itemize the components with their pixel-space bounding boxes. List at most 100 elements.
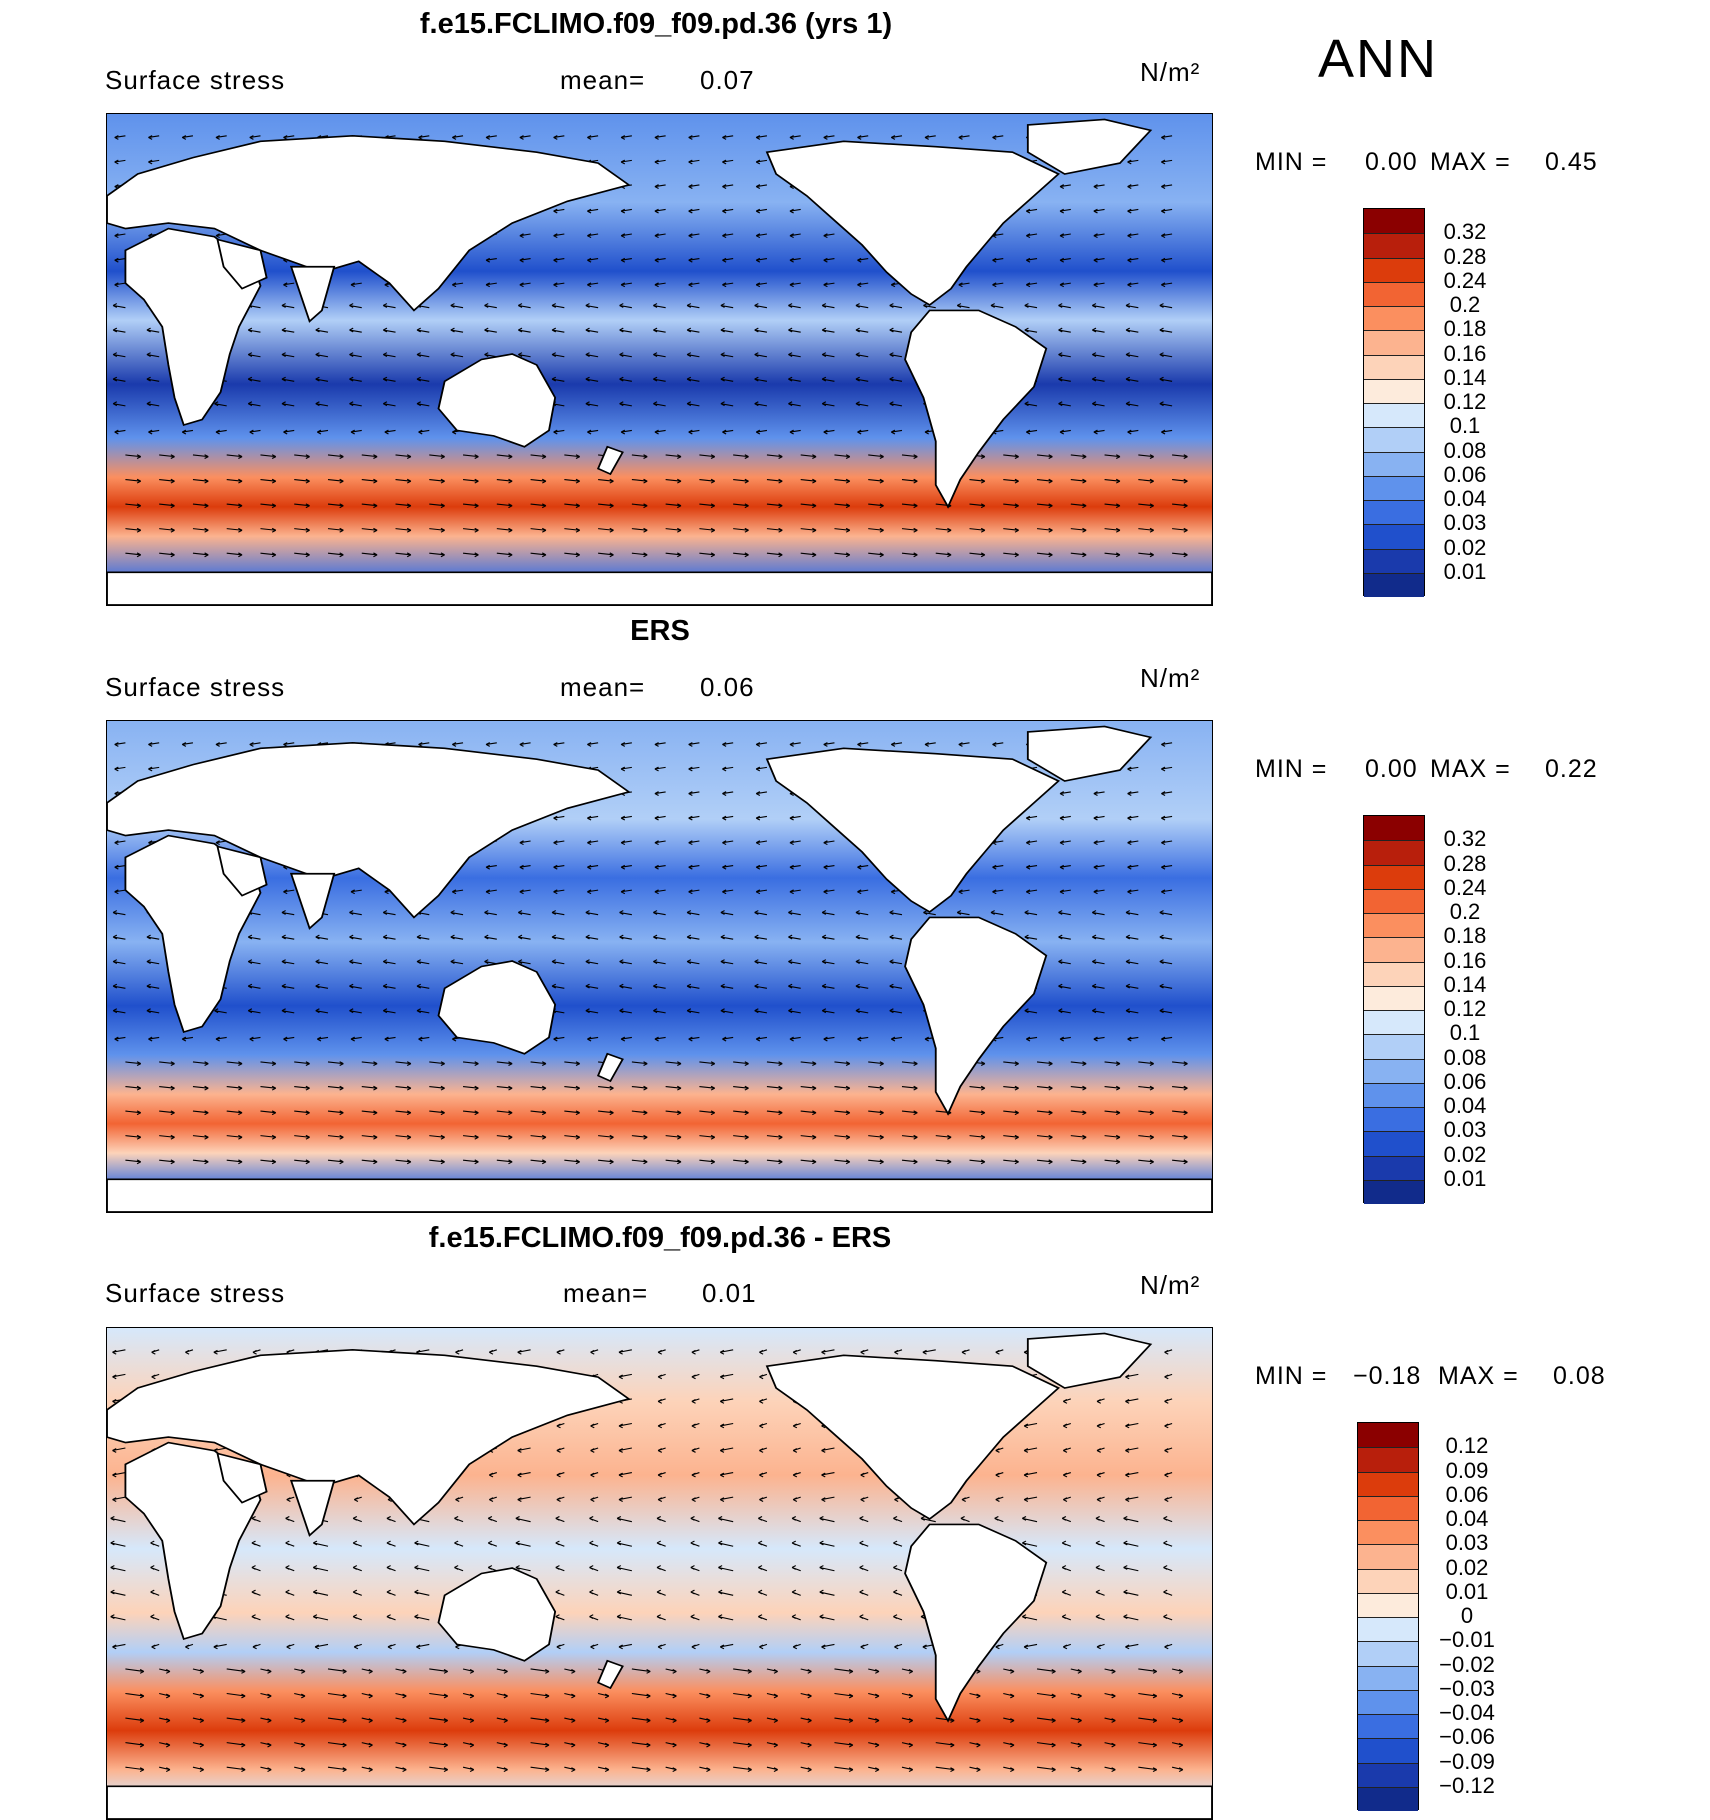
colorbar-swatch — [1358, 1447, 1418, 1472]
colorbar-tick-label: 0.2 — [1449, 899, 1481, 924]
colorbar-swatch — [1358, 1592, 1418, 1617]
panel-3-mean-label: mean= — [563, 1278, 649, 1308]
colorbar-tick-label: 0.12 — [1443, 996, 1487, 1021]
colorbar-tick-label: −0.04 — [1439, 1700, 1495, 1725]
colorbar-swatch — [1364, 840, 1424, 865]
colorbar-tick-label: 0.14 — [1443, 971, 1487, 997]
colorbar-swatch — [1364, 354, 1424, 379]
colorbar-swatch — [1364, 475, 1424, 500]
panel-2-colorbar — [1363, 815, 1425, 1204]
panel-2-max-value: 0.22 — [1545, 755, 1598, 783]
panel-2-mean-value: 0.06 — [700, 672, 755, 702]
panel-2-max-label: MAX = — [1430, 755, 1511, 783]
colorbar-swatch — [1364, 913, 1424, 938]
panel-1-variable: Surface stress — [105, 65, 286, 95]
panel-1-units: N/m² — [1140, 57, 1201, 87]
panel-3-colorbar — [1357, 1422, 1419, 1811]
colorbar-tick-label: 0.06 — [1443, 461, 1487, 487]
colorbar-tick-label: 0.04 — [1445, 1506, 1489, 1531]
colorbar-swatch — [1358, 1738, 1418, 1763]
colorbar-tick-label: −0.09 — [1439, 1748, 1495, 1774]
colorbar-swatch — [1364, 524, 1424, 549]
colorbar-tick-label: 0.02 — [1443, 1141, 1487, 1167]
colorbar-tick-label: 0.14 — [1443, 364, 1487, 390]
colorbar-swatch — [1364, 500, 1424, 525]
colorbar-swatch — [1364, 257, 1424, 282]
colorbar-swatch — [1358, 1617, 1418, 1642]
colorbar-tick-label: 0.06 — [1443, 1068, 1487, 1094]
colorbar-tick-label: 0.01 — [1445, 1578, 1489, 1604]
colorbar-tick-label: 0.02 — [1445, 1554, 1489, 1580]
colorbar-tick-label: 0.32 — [1443, 219, 1487, 245]
panel-2-mean-label: mean= — [560, 672, 646, 702]
colorbar-swatch — [1364, 306, 1424, 331]
colorbar-swatch — [1364, 985, 1424, 1010]
colorbar-swatch — [1364, 1155, 1424, 1180]
colorbar-swatch — [1364, 451, 1424, 476]
colorbar-tick-label: 0.03 — [1445, 1530, 1489, 1556]
colorbar-swatch — [1364, 427, 1424, 452]
panel-1-title: f.e15.FCLIMO.f09_f09.pd.36 (yrs 1) — [419, 8, 893, 40]
colorbar-tick-label: 0.01 — [1443, 558, 1487, 584]
panel-2-title: ERS — [630, 615, 690, 647]
colorbar-tick-label: 0.08 — [1443, 437, 1487, 463]
colorbar-tick-label: −0.03 — [1439, 1675, 1495, 1701]
colorbar-swatch — [1364, 548, 1424, 573]
panel-3-max-label: MAX = — [1438, 1362, 1519, 1390]
colorbar-swatch — [1364, 403, 1424, 428]
colorbar-swatch — [1358, 1714, 1418, 1739]
colorbar-swatch — [1364, 1058, 1424, 1083]
colorbar-tick-label: 0.18 — [1443, 923, 1487, 949]
colorbar-swatch — [1358, 1471, 1418, 1496]
colorbar-swatch — [1364, 330, 1424, 355]
colorbar-tick-label: 0.32 — [1443, 826, 1487, 852]
panel-3-mean-value: 0.01 — [702, 1278, 757, 1308]
colorbar-swatch — [1364, 1179, 1424, 1204]
panel-1-min-label: MIN = — [1255, 148, 1328, 176]
panel-3-title: f.e15.FCLIMO.f09_f09.pd.36 - ERS — [428, 1222, 892, 1254]
panel-3-map — [106, 1327, 1213, 1820]
colorbar-tick-label: 0.16 — [1443, 340, 1487, 366]
panel-1-min-value: 0.00 — [1365, 148, 1418, 176]
colorbar-tick-label: 0.04 — [1443, 1093, 1487, 1118]
colorbar-swatch — [1364, 816, 1424, 841]
colorbar-swatch — [1364, 281, 1424, 306]
colorbar-swatch — [1364, 888, 1424, 913]
colorbar-tick-label: −0.02 — [1439, 1651, 1495, 1677]
colorbar-tick-label: 0.12 — [1443, 389, 1487, 414]
colorbar-swatch — [1364, 961, 1424, 986]
colorbar-swatch — [1358, 1786, 1418, 1811]
colorbar-tick-label: 0.04 — [1443, 486, 1487, 511]
colorbar-tick-label: 0.1 — [1449, 413, 1481, 439]
colorbar-swatch — [1358, 1544, 1418, 1569]
colorbar-tick-label: −0.01 — [1439, 1627, 1495, 1653]
colorbar-tick-label: 0.09 — [1445, 1457, 1489, 1483]
colorbar-tick-label: 0.2 — [1449, 292, 1481, 317]
panel-2-map — [106, 720, 1213, 1213]
colorbar-tick-label: 0.28 — [1443, 850, 1487, 876]
colorbar-tick-label: 0.03 — [1443, 1117, 1487, 1143]
panel-2-units: N/m² — [1140, 663, 1201, 693]
colorbar-tick-label: 0.18 — [1443, 316, 1487, 342]
panel-2-min-label: MIN = — [1255, 755, 1328, 783]
colorbar-swatch — [1358, 1689, 1418, 1714]
colorbar-tick-label: −0.12 — [1439, 1772, 1495, 1798]
panel-1-map — [106, 113, 1213, 606]
colorbar-tick-label: 0.28 — [1443, 243, 1487, 269]
colorbar-swatch — [1358, 1568, 1418, 1593]
panel-2-map-svg — [107, 721, 1212, 1212]
colorbar-swatch — [1364, 1131, 1424, 1156]
panel-1-colorbar — [1363, 208, 1425, 597]
colorbar-tick-label: 0.1 — [1449, 1020, 1481, 1046]
panel-2-min-value: 0.00 — [1365, 755, 1418, 783]
panel-3-min-value: −0.18 — [1353, 1362, 1422, 1390]
colorbar-swatch — [1364, 378, 1424, 403]
colorbar-tick-label: 0.02 — [1443, 534, 1487, 560]
panel-3-variable: Surface stress — [105, 1278, 286, 1308]
panel-1-mean-label: mean= — [560, 65, 646, 95]
panel-1-max-value: 0.45 — [1545, 148, 1598, 176]
colorbar-swatch — [1358, 1520, 1418, 1545]
colorbar-swatch — [1358, 1641, 1418, 1666]
colorbar-swatch — [1358, 1665, 1418, 1690]
colorbar-swatch — [1364, 572, 1424, 597]
